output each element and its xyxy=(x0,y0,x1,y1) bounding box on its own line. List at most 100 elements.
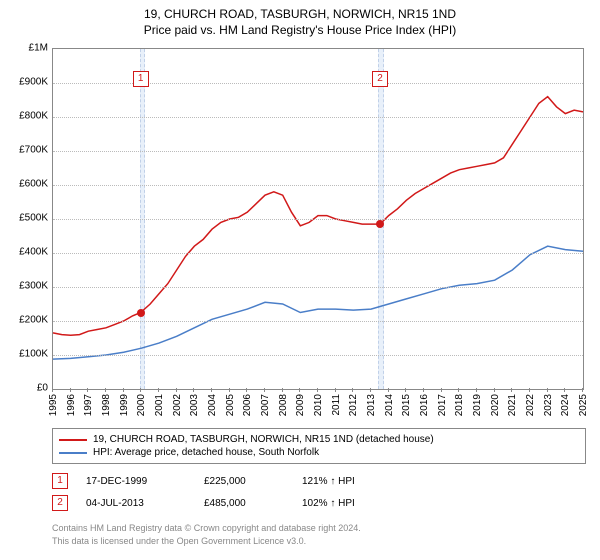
x-tick xyxy=(370,388,371,392)
event-date: 17-DEC-1999 xyxy=(86,476,186,487)
x-tick xyxy=(264,388,265,392)
legend-swatch xyxy=(59,439,87,441)
x-axis-label: 2002 xyxy=(172,394,183,416)
event-dot xyxy=(137,309,145,317)
x-tick xyxy=(423,388,424,392)
x-axis-label: 1996 xyxy=(66,394,77,416)
x-axis-label: 2003 xyxy=(189,394,200,416)
x-axis-label: 2008 xyxy=(278,394,289,416)
x-tick xyxy=(529,388,530,392)
legend-label: 19, CHURCH ROAD, TASBURGH, NORWICH, NR15… xyxy=(93,434,434,445)
gridline xyxy=(53,185,583,186)
series-hpi xyxy=(53,246,583,359)
x-tick xyxy=(52,388,53,392)
x-tick xyxy=(388,388,389,392)
y-axis-label: £600K xyxy=(6,179,48,190)
y-axis-label: £900K xyxy=(6,77,48,88)
x-tick xyxy=(352,388,353,392)
x-axis-label: 1995 xyxy=(48,394,59,416)
x-tick xyxy=(176,388,177,392)
x-axis-label: 2023 xyxy=(543,394,554,416)
x-tick xyxy=(70,388,71,392)
gridline xyxy=(53,355,583,356)
footer-attribution: Contains HM Land Registry data © Crown c… xyxy=(52,522,361,548)
gridline xyxy=(53,117,583,118)
x-tick xyxy=(317,388,318,392)
x-axis-label: 2000 xyxy=(136,394,147,416)
event-row: 117-DEC-1999£225,000121% ↑ HPI xyxy=(52,470,402,492)
x-tick xyxy=(405,388,406,392)
x-axis-label: 2016 xyxy=(419,394,430,416)
x-axis-label: 2013 xyxy=(366,394,377,416)
x-axis-label: 2009 xyxy=(295,394,306,416)
x-tick xyxy=(476,388,477,392)
gridline xyxy=(53,151,583,152)
x-tick xyxy=(494,388,495,392)
event-row-marker: 1 xyxy=(52,473,68,489)
x-axis-label: 1998 xyxy=(101,394,112,416)
x-tick xyxy=(123,388,124,392)
legend-swatch xyxy=(59,452,87,454)
event-pct: 121% ↑ HPI xyxy=(302,476,402,487)
event-pct: 102% ↑ HPI xyxy=(302,498,402,509)
event-table: 117-DEC-1999£225,000121% ↑ HPI204-JUL-20… xyxy=(52,470,402,514)
x-axis-label: 2022 xyxy=(525,394,536,416)
y-axis-label: £100K xyxy=(6,349,48,360)
x-tick xyxy=(140,388,141,392)
legend-item: HPI: Average price, detached house, Sout… xyxy=(59,446,579,459)
gridline xyxy=(53,287,583,288)
x-tick xyxy=(229,388,230,392)
x-axis-label: 2012 xyxy=(348,394,359,416)
footer-line-1: Contains HM Land Registry data © Crown c… xyxy=(52,522,361,535)
chart-container: { "title": { "line1": "19, CHURCH ROAD, … xyxy=(0,0,600,560)
y-axis-label: £0 xyxy=(6,383,48,394)
y-axis-label: £300K xyxy=(6,281,48,292)
chart-plot-area: 12 xyxy=(52,48,584,390)
footer-line-2: This data is licensed under the Open Gov… xyxy=(52,535,361,548)
x-axis-label: 2004 xyxy=(207,394,218,416)
x-axis-label: 2017 xyxy=(437,394,448,416)
x-tick xyxy=(511,388,512,392)
y-axis-label: £800K xyxy=(6,111,48,122)
x-axis-label: 2019 xyxy=(472,394,483,416)
x-axis-label: 2018 xyxy=(454,394,465,416)
y-axis-label: £700K xyxy=(6,145,48,156)
x-tick xyxy=(335,388,336,392)
x-tick xyxy=(547,388,548,392)
y-axis-label: £400K xyxy=(6,247,48,258)
x-axis-label: 2020 xyxy=(490,394,501,416)
x-tick xyxy=(246,388,247,392)
x-axis-label: 1997 xyxy=(83,394,94,416)
x-axis-label: 2021 xyxy=(507,394,518,416)
event-row-marker: 2 xyxy=(52,495,68,511)
gridline xyxy=(53,219,583,220)
x-tick xyxy=(441,388,442,392)
x-tick xyxy=(564,388,565,392)
x-axis-label: 2005 xyxy=(225,394,236,416)
legend-label: HPI: Average price, detached house, Sout… xyxy=(93,447,319,458)
x-axis-label: 2024 xyxy=(560,394,571,416)
legend-box: 19, CHURCH ROAD, TASBURGH, NORWICH, NR15… xyxy=(52,428,586,464)
x-tick xyxy=(158,388,159,392)
event-dot xyxy=(376,220,384,228)
event-price: £485,000 xyxy=(204,498,284,509)
x-axis-label: 2014 xyxy=(384,394,395,416)
series-property xyxy=(53,97,583,336)
x-tick xyxy=(211,388,212,392)
x-tick xyxy=(105,388,106,392)
y-axis-label: £200K xyxy=(6,315,48,326)
x-tick xyxy=(282,388,283,392)
gridline xyxy=(53,253,583,254)
x-tick xyxy=(299,388,300,392)
y-axis-label: £1M xyxy=(6,43,48,54)
legend-item: 19, CHURCH ROAD, TASBURGH, NORWICH, NR15… xyxy=(59,433,579,446)
x-axis-label: 2025 xyxy=(578,394,589,416)
x-axis-label: 2001 xyxy=(154,394,165,416)
x-tick xyxy=(458,388,459,392)
x-axis-label: 2015 xyxy=(401,394,412,416)
event-row: 204-JUL-2013£485,000102% ↑ HPI xyxy=(52,492,402,514)
x-axis-label: 2007 xyxy=(260,394,271,416)
x-axis-label: 2011 xyxy=(331,394,342,416)
event-marker-box: 1 xyxy=(133,71,149,87)
title-block: 19, CHURCH ROAD, TASBURGH, NORWICH, NR15… xyxy=(0,0,600,38)
